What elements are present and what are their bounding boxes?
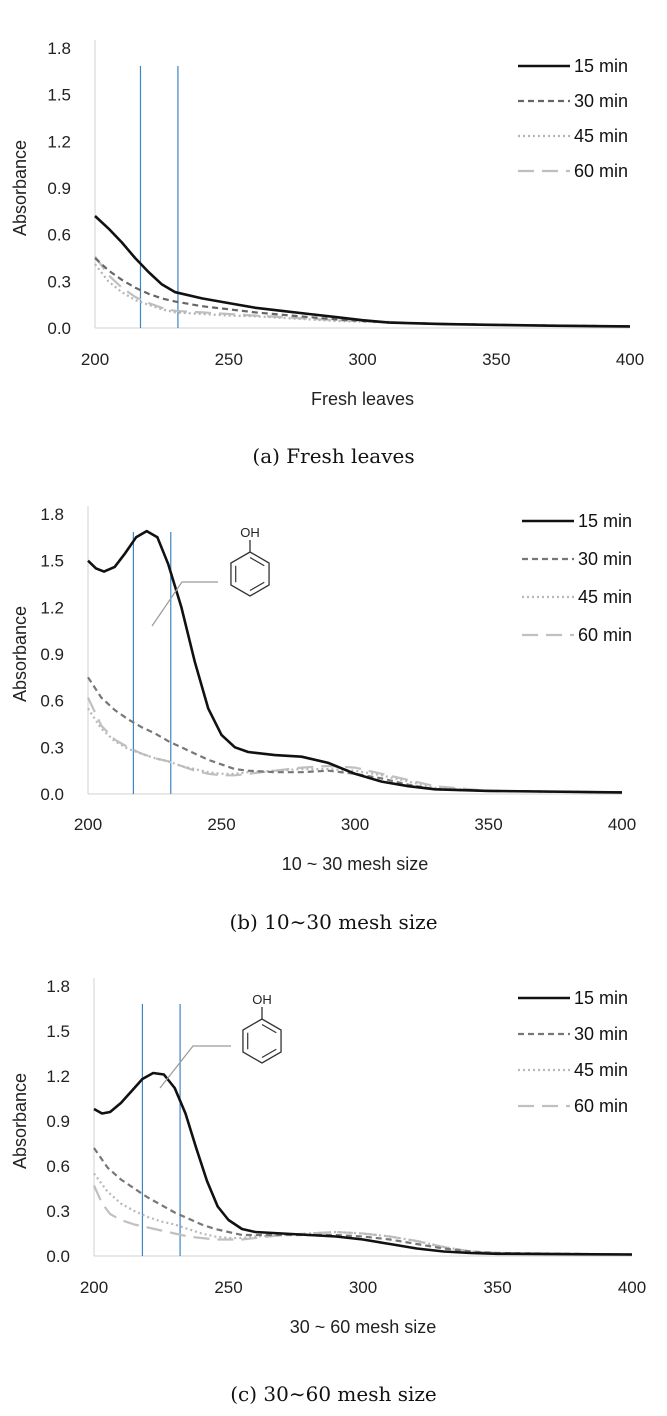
legend-label: 15 min	[578, 511, 632, 531]
legend-label: 60 min	[574, 1096, 628, 1116]
x-tick-label: 200	[81, 350, 109, 369]
series-line-45-min	[94, 263, 631, 328]
chart-panel-a: 0.0 0.3 0.6 0.9 1.2 1.5 1.8 200 250 300 350 400 Fres…	[0, 0, 667, 468]
series-line-15-min	[93, 1071, 633, 1256]
chart-panel-b: 0.0 0.3 0.6 0.9 1.2 1.5 1.8 200 250 300 350 400 10 ~…	[0, 466, 667, 938]
y-axis-title: Absorbance	[10, 1073, 30, 1169]
legend-label: 60 min	[574, 161, 628, 181]
series-line-30-min	[93, 1147, 633, 1256]
y-tick-label: 0.0	[47, 319, 71, 338]
y-tick-label: 1.2	[46, 1067, 70, 1086]
y-tick-label: 1.2	[47, 132, 71, 151]
y-tick-label: 0.6	[40, 692, 64, 711]
phenol-structure-icon: OH	[151, 525, 270, 627]
y-tick-label: 1.2	[40, 598, 64, 617]
y-tick-label: 1.8	[47, 39, 71, 58]
x-axis-title: 30 ~ 60 mesh size	[290, 1317, 437, 1337]
absorbance-chart-fresh-leaves: 0.0 0.3 0.6 0.9 1.2 1.5 1.8 200 250 300 350 400 Fres…	[10, 39, 644, 409]
x-tick-label: 250	[215, 350, 243, 369]
y-axis-title: Absorbance	[10, 606, 30, 702]
series-line-45-min	[87, 707, 623, 794]
legend-label: 30 min	[578, 549, 632, 569]
y-tick-label: 0.3	[47, 272, 71, 291]
y-axis-title: Absorbance	[10, 140, 30, 236]
chart-caption-b: (b) 10∼30 mesh size	[229, 910, 438, 934]
hydroxyl-label: OH	[240, 525, 260, 540]
y-tick-label: 0.3	[46, 1202, 70, 1221]
legend-label: 15 min	[574, 988, 628, 1008]
x-tick-label: 300	[349, 1278, 377, 1297]
y-tick-label: 1.8	[46, 977, 70, 996]
x-tick-label: 400	[616, 350, 644, 369]
chart-panel-c: 0.0 0.3 0.6 0.9 1.2 1.5 1.8 200 250 300 350 400 30 ~…	[0, 938, 667, 1416]
x-tick-label: 250	[214, 1278, 242, 1297]
phenol-structure-icon: OH	[159, 992, 282, 1089]
series-line-15-min	[94, 215, 631, 328]
legend-label: 30 min	[574, 91, 628, 111]
series-line-60-min	[87, 697, 623, 794]
benzene-ring	[242, 1018, 282, 1064]
chart-caption-c: (c) 30∼60 mesh size	[230, 1382, 437, 1406]
absorbance-chart-30-60-mesh: 0.0 0.3 0.6 0.9 1.2 1.5 1.8 200 250 300 350 400 30 ~…	[10, 977, 646, 1337]
y-tick-label: 1.5	[40, 552, 64, 571]
x-axis-title: 10 ~ 30 mesh size	[282, 854, 429, 874]
series-line-45-min	[93, 1172, 633, 1256]
double-bond	[249, 581, 265, 592]
benzene-ring	[230, 551, 270, 597]
annotation-leader-line	[151, 581, 218, 627]
x-tick-label: 350	[482, 350, 510, 369]
x-tick-label: 350	[483, 1278, 511, 1297]
x-tick-label: 300	[341, 815, 369, 834]
y-tick-label: 0.0	[40, 785, 64, 804]
hydroxyl-label: OH	[252, 992, 272, 1007]
legend-label: 45 min	[574, 126, 628, 146]
x-axis-title: Fresh leaves	[311, 389, 414, 409]
x-tick-label: 400	[618, 1278, 646, 1297]
x-tick-label: 250	[207, 815, 235, 834]
x-tick-label: 400	[608, 815, 636, 834]
double-bond	[261, 1023, 277, 1034]
y-tick-label: 0.9	[47, 179, 71, 198]
legend-label: 45 min	[578, 587, 632, 607]
y-tick-label: 0.9	[40, 645, 64, 664]
y-tick-label: 1.8	[40, 505, 64, 524]
legend-label: 30 min	[574, 1024, 628, 1044]
legend-label: 45 min	[574, 1060, 628, 1080]
absorbance-chart-10-30-mesh: 0.0 0.3 0.6 0.9 1.2 1.5 1.8 200 250 300 350 400 10 ~…	[10, 505, 636, 874]
double-bond	[261, 1048, 277, 1059]
y-tick-label: 1.5	[47, 86, 71, 105]
x-tick-label: 200	[80, 1278, 108, 1297]
annotation-leader-line	[159, 1045, 231, 1089]
x-tick-label: 200	[74, 815, 102, 834]
x-tick-label: 300	[348, 350, 376, 369]
y-tick-label: 0.0	[46, 1247, 70, 1266]
y-tick-label: 0.6	[46, 1157, 70, 1176]
legend-label: 15 min	[574, 56, 628, 76]
y-tick-label: 1.5	[46, 1022, 70, 1041]
chart-caption-a: (a) Fresh leaves	[252, 444, 415, 468]
y-tick-label: 0.6	[47, 226, 71, 245]
y-tick-label: 0.9	[46, 1112, 70, 1131]
double-bond	[249, 556, 265, 567]
x-tick-label: 350	[474, 815, 502, 834]
legend-label: 60 min	[578, 625, 632, 645]
series-line-15-min	[87, 529, 623, 794]
y-tick-label: 0.3	[40, 738, 64, 757]
series-line-60-min	[92, 1185, 633, 1256]
